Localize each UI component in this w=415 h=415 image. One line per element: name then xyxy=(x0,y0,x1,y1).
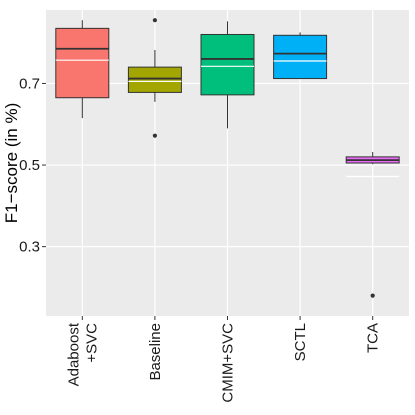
x-tick-label-line: Baseline xyxy=(147,323,164,381)
box-iqr xyxy=(200,33,255,96)
y-tick-label: 0.7 xyxy=(19,75,40,92)
box-series xyxy=(55,18,400,298)
y-axis-title: F1−score (in %) xyxy=(2,103,21,223)
x-tick-label: Adaboost+SVC xyxy=(65,322,100,386)
outlier-point xyxy=(152,18,157,23)
x-axis: Adaboost+SVC Baseline CMIM+SVC SCTL TCA xyxy=(65,316,382,403)
x-tick-label-line: TCA xyxy=(365,323,382,353)
box-baseline xyxy=(127,18,182,138)
x-tick-label-line: SCTL xyxy=(292,323,309,361)
x-tick-label: CMIM+SVC xyxy=(220,323,237,403)
box-sctl xyxy=(273,32,328,80)
box-tca xyxy=(345,151,400,298)
box-iqr xyxy=(127,66,182,93)
y-tick-label: 0.3 xyxy=(19,239,40,256)
outlier-point xyxy=(370,293,375,298)
box-iqr xyxy=(55,27,110,99)
y-axis: 0.3 0.5 0.7 xyxy=(19,75,46,256)
x-tick-label: TCA xyxy=(365,323,382,353)
x-tick-label: SCTL xyxy=(292,323,309,361)
outlier-point xyxy=(152,133,157,138)
box-iqr xyxy=(273,34,328,80)
y-tick-label: 0.5 xyxy=(19,157,40,174)
x-tick-label: Baseline xyxy=(147,323,164,381)
x-tick-label-line: CMIM+SVC xyxy=(220,323,237,403)
x-tick-label-line: Adaboost xyxy=(65,322,82,386)
box-cmim+svc xyxy=(200,21,255,129)
box-adaboost-+svc xyxy=(55,20,110,119)
x-tick-label-line: +SVC xyxy=(83,323,100,363)
